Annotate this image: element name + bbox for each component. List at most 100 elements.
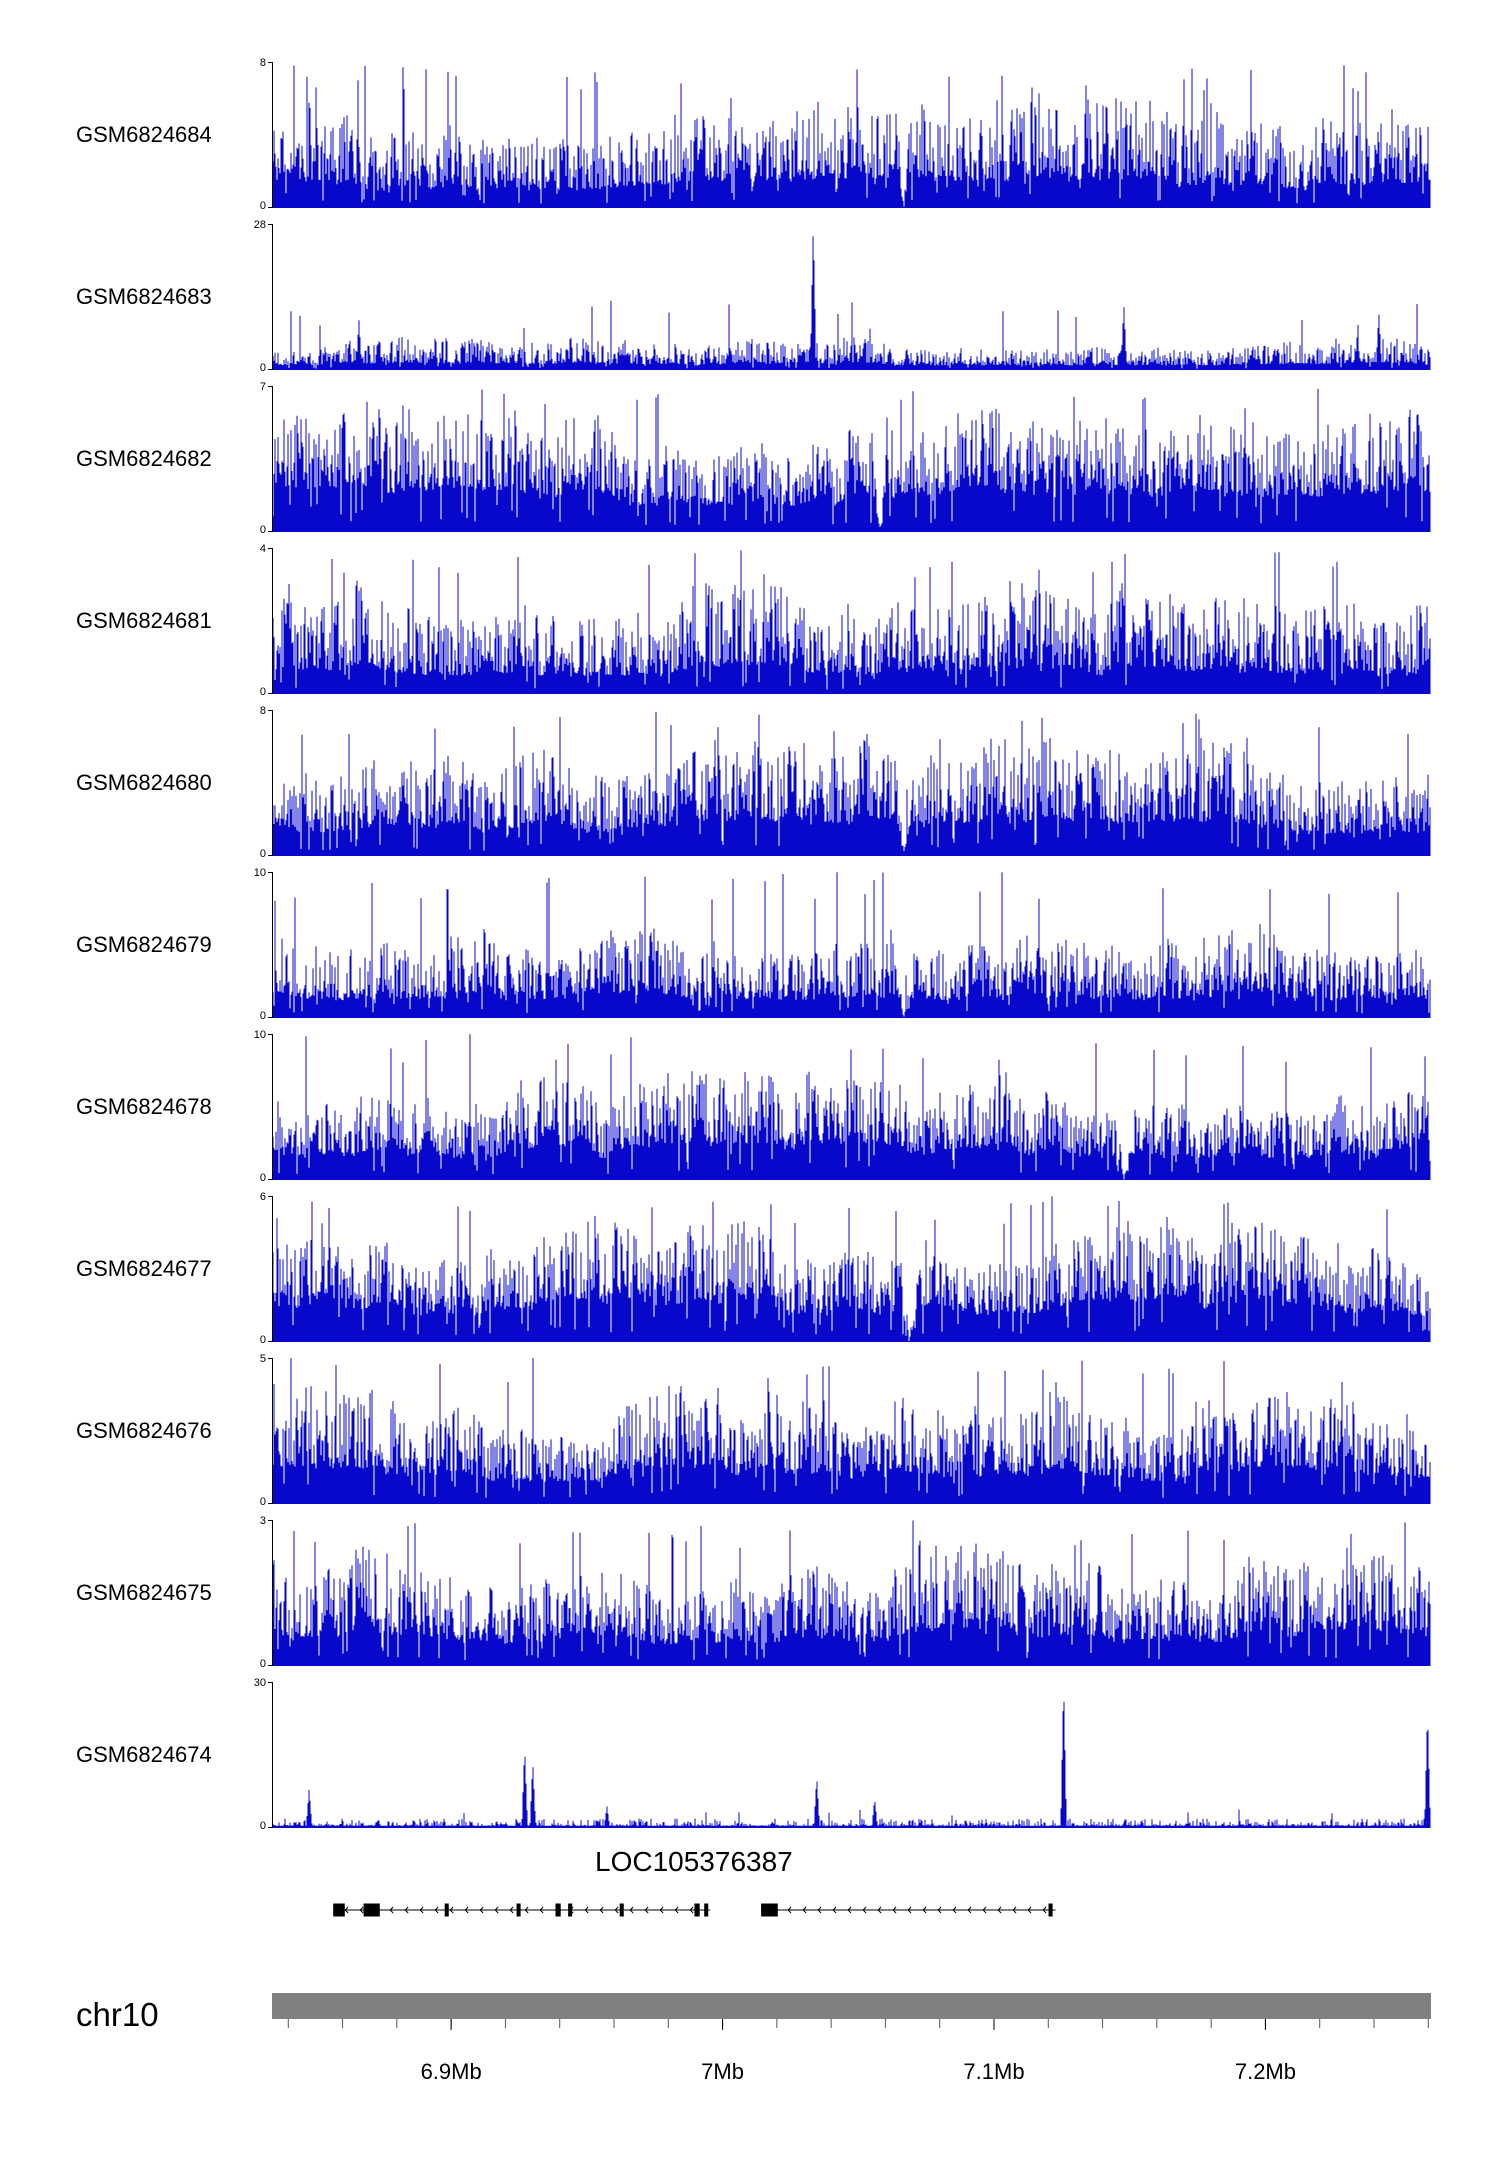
y-axis-max-label: 30 bbox=[253, 1677, 266, 1689]
signal-plot bbox=[268, 1682, 1431, 1828]
strand-arrow-icon bbox=[359, 1906, 364, 1914]
strand-arrow-icon bbox=[1042, 1906, 1047, 1914]
signal-plot bbox=[268, 62, 1431, 208]
signal-plot bbox=[268, 224, 1431, 370]
strand-arrow-icon bbox=[539, 1906, 544, 1914]
y-axis-min-label: 0 bbox=[259, 1334, 266, 1346]
y-axis-min-label: 0 bbox=[259, 686, 266, 698]
strand-arrow-icon bbox=[1027, 1906, 1032, 1914]
track-row: GSM6824682 7 0 bbox=[0, 382, 1431, 536]
track-label: GSM6824681 bbox=[76, 608, 212, 633]
coverage-signal bbox=[272, 711, 1431, 856]
signal-plot bbox=[268, 1520, 1431, 1666]
coverage-signal bbox=[272, 1034, 1431, 1180]
y-axis-max-label: 10 bbox=[253, 867, 266, 879]
y-axis-min-label: 0 bbox=[259, 1010, 266, 1022]
chromosome-ruler: 6.9Mb 7Mb 7.1Mb 7.2Mb bbox=[272, 1993, 1431, 2084]
coverage-tracks: GSM6824684 8 0 GSM6824683 28 0 GSM6824682 7 0 GSM… bbox=[0, 58, 1431, 1844]
y-axis-min-label: 0 bbox=[259, 200, 266, 212]
signal-plot bbox=[268, 1358, 1431, 1504]
track-plot: 28 0 bbox=[254, 220, 1431, 374]
strand-arrow-icon bbox=[952, 1906, 957, 1914]
strand-arrow-icon bbox=[832, 1906, 837, 1914]
track-row: GSM6824684 8 0 bbox=[0, 58, 1431, 212]
track-row: GSM6824676 5 0 bbox=[0, 1354, 1431, 1508]
y-axis-max-label: 6 bbox=[259, 1191, 266, 1203]
axis-tick-label: 7Mb bbox=[701, 2059, 744, 2084]
track-row: GSM6824677 6 0 bbox=[0, 1192, 1431, 1346]
strand-arrow-icon bbox=[479, 1906, 484, 1914]
y-axis-max-label: 8 bbox=[259, 57, 266, 69]
exon-box bbox=[619, 1903, 624, 1917]
axis-tick-label: 6.9Mb bbox=[421, 2059, 482, 2084]
strand-arrow-icon bbox=[599, 1906, 604, 1914]
y-axis-min-label: 0 bbox=[259, 1172, 266, 1184]
y-axis-min-label: 0 bbox=[259, 1658, 266, 1670]
strand-arrow-icon bbox=[659, 1906, 664, 1914]
y-axis-min-label: 0 bbox=[259, 848, 266, 860]
gene-name-label: LOC105376387 bbox=[595, 1846, 793, 1877]
strand-arrow-icon bbox=[997, 1906, 1002, 1914]
chromosome-label: chr10 bbox=[76, 1996, 159, 2033]
track-row: GSM6824679 10 0 bbox=[0, 868, 1431, 1022]
strand-arrow-icon bbox=[584, 1906, 589, 1914]
strand-arrow-icon bbox=[419, 1906, 424, 1914]
strand-arrow-icon bbox=[524, 1906, 529, 1914]
strand-arrow-icon bbox=[404, 1906, 409, 1914]
track-row: GSM6824674 30 0 bbox=[0, 1678, 1431, 1832]
signal-plot bbox=[268, 386, 1431, 532]
strand-arrow-icon bbox=[494, 1906, 499, 1914]
strand-arrow-icon bbox=[877, 1906, 882, 1914]
track-label: GSM6824675 bbox=[76, 1580, 212, 1605]
exon-box bbox=[761, 1903, 778, 1917]
track-label: GSM6824677 bbox=[76, 1256, 212, 1281]
strand-arrow-icon bbox=[509, 1906, 514, 1914]
strand-arrow-icon bbox=[614, 1906, 619, 1914]
track-label: GSM6824680 bbox=[76, 770, 212, 795]
strand-arrow-icon bbox=[982, 1906, 987, 1914]
strand-arrow-icon bbox=[449, 1906, 454, 1914]
strand-arrow-icon bbox=[644, 1906, 649, 1914]
track-plot: 30 0 bbox=[254, 1678, 1431, 1832]
strand-arrow-icon bbox=[787, 1906, 792, 1914]
y-axis-max-label: 7 bbox=[259, 381, 266, 393]
exon-box bbox=[568, 1903, 573, 1917]
track-label: GSM6824684 bbox=[76, 122, 212, 147]
strand-arrow-icon bbox=[674, 1906, 679, 1914]
track-row: GSM6824678 10 0 bbox=[0, 1030, 1431, 1184]
coverage-signal bbox=[272, 1196, 1431, 1342]
y-axis-max-label: 8 bbox=[259, 705, 266, 717]
track-label: GSM6824676 bbox=[76, 1418, 212, 1443]
exon-box bbox=[444, 1903, 449, 1917]
y-axis-min-label: 0 bbox=[259, 362, 266, 374]
track-plot: 10 0 bbox=[254, 868, 1431, 1022]
strand-arrow-icon bbox=[689, 1906, 694, 1914]
gene-model-track bbox=[333, 1903, 1056, 1917]
strand-arrow-icon bbox=[817, 1906, 822, 1914]
coverage-signal bbox=[272, 65, 1431, 208]
exon-box bbox=[694, 1903, 700, 1917]
strand-arrow-icon bbox=[344, 1906, 349, 1914]
coverage-signal bbox=[272, 236, 1431, 370]
track-row: GSM6824680 8 0 bbox=[0, 706, 1431, 860]
exon-box bbox=[555, 1903, 561, 1917]
strand-arrow-icon bbox=[892, 1906, 897, 1914]
track-row: GSM6824683 28 0 bbox=[0, 220, 1431, 374]
coverage-signal bbox=[272, 872, 1431, 1018]
axis-tick-label: 7.1Mb bbox=[963, 2059, 1024, 2084]
track-row: GSM6824675 3 0 bbox=[0, 1516, 1431, 1670]
coverage-signal bbox=[272, 388, 1431, 532]
track-label: GSM6824678 bbox=[76, 1094, 212, 1119]
y-axis-max-label: 28 bbox=[253, 219, 266, 231]
y-axis-min-label: 0 bbox=[259, 1820, 266, 1832]
y-axis-max-label: 5 bbox=[259, 1353, 266, 1365]
strand-arrow-icon bbox=[907, 1906, 912, 1914]
signal-plot bbox=[268, 1034, 1431, 1180]
exon-box bbox=[1048, 1903, 1053, 1917]
